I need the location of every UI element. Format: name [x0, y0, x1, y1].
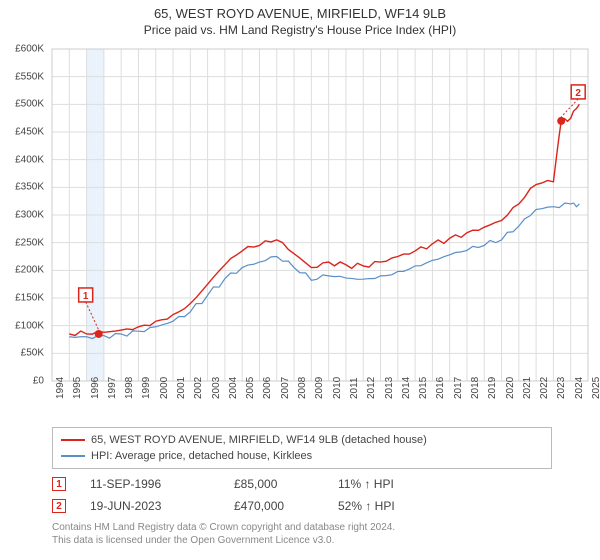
- x-axis-tick-label: 2015: [418, 377, 429, 399]
- x-axis-tick-label: 1998: [124, 377, 135, 399]
- x-axis-tick-label: 2001: [176, 377, 187, 399]
- x-axis-tick-label: 1999: [141, 377, 152, 399]
- x-axis-tick-label: 2012: [366, 377, 377, 399]
- x-axis-tick-label: 2013: [384, 377, 395, 399]
- chart-title: 65, WEST ROYD AVENUE, MIRFIELD, WF14 9LB: [8, 6, 592, 21]
- x-axis-tick-label: 2020: [505, 377, 516, 399]
- x-axis-tick-label: 2000: [159, 377, 170, 399]
- x-axis-tick-label: 1996: [90, 377, 101, 399]
- legend-color-swatch: [61, 455, 85, 457]
- y-axis-tick-label: £250K: [15, 237, 44, 248]
- x-axis-tick-label: 2006: [262, 377, 273, 399]
- x-axis-tick-label: 2019: [487, 377, 498, 399]
- price-points-table: 1 11-SEP-1996 £85,000 11% ↑ HPI 2 19-JUN-2023…: [52, 473, 582, 517]
- footer-line2: This data is licensed under the Open Gov…: [52, 534, 582, 547]
- price-point-badge: 2: [52, 499, 66, 513]
- y-axis-tick-label: £0: [33, 376, 44, 387]
- footer-line1: Contains HM Land Registry data © Crown c…: [52, 521, 582, 534]
- chart-subtitle: Price paid vs. HM Land Registry's House …: [8, 23, 592, 37]
- y-axis-tick-label: £500K: [15, 99, 44, 110]
- x-axis-tick-label: 2009: [314, 377, 325, 399]
- y-axis-tick-label: £100K: [15, 320, 44, 331]
- x-axis-tick-label: 1994: [55, 377, 66, 399]
- price-point-date: 19-JUN-2023: [90, 499, 210, 513]
- x-axis-tick-label: 2003: [211, 377, 222, 399]
- footer-attribution: Contains HM Land Registry data © Crown c…: [52, 521, 582, 547]
- legend-box: 65, WEST ROYD AVENUE, MIRFIELD, WF14 9LB…: [52, 427, 552, 469]
- y-axis-tick-label: £450K: [15, 127, 44, 138]
- line-chart-svg: 12: [8, 41, 592, 401]
- y-axis-tick-label: £200K: [15, 265, 44, 276]
- x-axis-tick-label: 2008: [297, 377, 308, 399]
- x-axis-tick-label: 2004: [228, 377, 239, 399]
- price-point-hpi: 11% ↑ HPI: [338, 477, 458, 491]
- y-axis-tick-label: £350K: [15, 182, 44, 193]
- x-axis-tick-label: 2014: [401, 377, 412, 399]
- x-axis-tick-label: 2011: [349, 377, 360, 399]
- svg-text:1: 1: [83, 291, 89, 302]
- x-axis-tick-label: 2023: [556, 377, 567, 399]
- x-axis-tick-label: 2022: [539, 377, 550, 399]
- x-axis-tick-label: 2010: [332, 377, 343, 399]
- y-axis-tick-label: £50K: [21, 348, 44, 359]
- price-point-price: £85,000: [234, 477, 314, 491]
- price-point-badge: 1: [52, 477, 66, 491]
- legend-label: 65, WEST ROYD AVENUE, MIRFIELD, WF14 9LB…: [91, 434, 427, 446]
- legend-item: 65, WEST ROYD AVENUE, MIRFIELD, WF14 9LB…: [61, 432, 543, 448]
- x-axis-tick-label: 2018: [470, 377, 481, 399]
- x-axis-tick-label: 2025: [591, 377, 600, 399]
- legend-label: HPI: Average price, detached house, Kirk…: [91, 450, 312, 462]
- price-point-row: 2 19-JUN-2023 £470,000 52% ↑ HPI: [52, 495, 582, 517]
- price-point-hpi: 52% ↑ HPI: [338, 499, 458, 513]
- svg-text:2: 2: [575, 88, 581, 99]
- price-point-row: 1 11-SEP-1996 £85,000 11% ↑ HPI: [52, 473, 582, 495]
- legend-item: HPI: Average price, detached house, Kirk…: [61, 448, 543, 464]
- y-axis-tick-label: £600K: [15, 44, 44, 55]
- y-axis-tick-label: £550K: [15, 71, 44, 82]
- y-axis-tick-label: £150K: [15, 293, 44, 304]
- price-point-price: £470,000: [234, 499, 314, 513]
- price-point-date: 11-SEP-1996: [90, 477, 210, 491]
- chart-area: 12 £0£50K£100K£150K£200K£250K£300K£350K£…: [8, 41, 592, 421]
- x-axis-tick-label: 2021: [522, 377, 533, 399]
- x-axis-tick-label: 1995: [72, 377, 83, 399]
- y-axis-tick-label: £400K: [15, 154, 44, 165]
- legend-color-swatch: [61, 439, 85, 441]
- x-axis-tick-label: 2017: [453, 377, 464, 399]
- x-axis-tick-label: 2007: [280, 377, 291, 399]
- x-axis-tick-label: 2005: [245, 377, 256, 399]
- y-axis-tick-label: £300K: [15, 210, 44, 221]
- x-axis-tick-label: 2024: [574, 377, 585, 399]
- x-axis-tick-label: 2016: [435, 377, 446, 399]
- x-axis-tick-label: 1997: [107, 377, 118, 399]
- x-axis-tick-label: 2002: [193, 377, 204, 399]
